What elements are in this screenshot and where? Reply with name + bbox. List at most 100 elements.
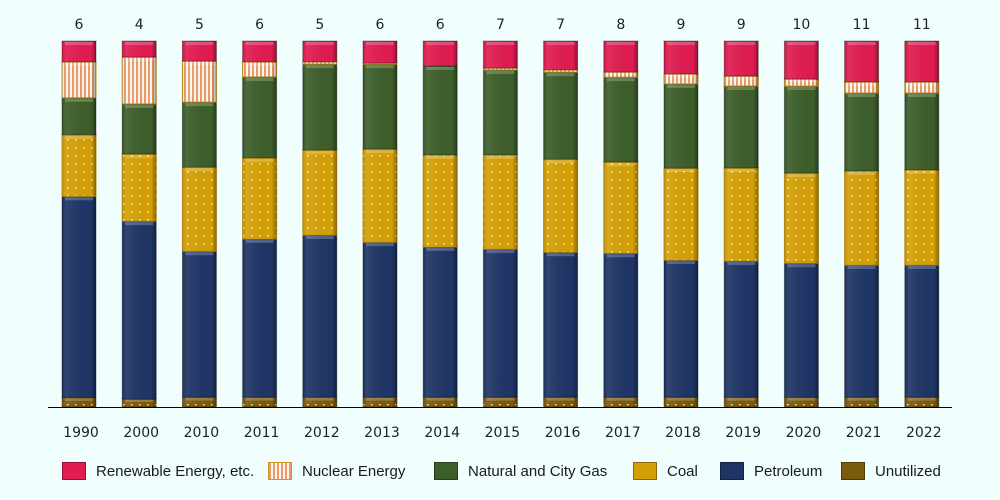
bar-segment-petroleum-2016	[543, 251, 579, 398]
top-labels-group: 6 4 5 6 5 6 6 7 7 8 9 9 10 11 11	[75, 17, 931, 33]
bar-segment-coal-2021	[844, 170, 880, 266]
bar-segment-renewable-energy-etc-2012	[302, 40, 338, 63]
legend: Renewable Energy, etc. Nuclear Energy Na…	[0, 456, 1000, 492]
bar-segment-natural-and-city-gas-2020	[783, 85, 819, 174]
x-tick-label-2013: 2013	[364, 425, 400, 441]
bar-segment-coal-2020	[783, 172, 819, 264]
bar-segment-coal-2017	[603, 161, 639, 254]
bar-segment-nuclear-energy-2000	[121, 56, 157, 105]
x-tick-label-2016: 2016	[545, 425, 581, 441]
bar-segment-natural-and-city-gas-2012	[302, 63, 338, 151]
x-tick-label-2018: 2018	[665, 425, 701, 441]
bar-segment-coal-2019	[723, 167, 759, 262]
bars-group	[61, 40, 940, 408]
bar-segment-renewable-energy-etc-2016	[543, 40, 579, 71]
bar-segment-unutilized-2019	[723, 396, 759, 408]
bar-segment-natural-and-city-gas-2011	[242, 76, 278, 159]
legend-label: Petroleum	[754, 462, 823, 480]
bar-segment-petroleum-2017	[603, 252, 639, 398]
legend-label: Natural and City Gas	[468, 462, 608, 480]
bar-segment-nuclear-energy-2010	[181, 60, 217, 103]
top-label-2021: 11	[853, 17, 871, 33]
x-tick-label-2011: 2011	[244, 425, 280, 441]
bar-segment-coal-2016	[543, 158, 579, 253]
bar-segment-renewable-energy-etc-2021	[844, 40, 880, 83]
bar-segment-renewable-energy-etc-2022	[904, 40, 940, 83]
bar-segment-natural-and-city-gas-2017	[603, 76, 639, 163]
legend-item-nuclear: Nuclear Energy	[268, 462, 405, 480]
legend-item-gas: Natural and City Gas	[434, 462, 607, 480]
top-label-2017: 8	[616, 17, 625, 33]
bar-segment-renewable-energy-etc-2011	[242, 40, 278, 63]
bar-segment-petroleum-2011	[242, 238, 278, 398]
x-tick-label-1990: 1990	[63, 425, 99, 441]
x-tick-label-2015: 2015	[485, 425, 521, 441]
unutilized-swatch-icon	[841, 462, 865, 480]
bar-segment-natural-and-city-gas-2021	[844, 92, 880, 172]
bar-segment-unutilized-1990	[61, 397, 97, 408]
bar-segment-unutilized-2013	[362, 396, 398, 408]
top-label-2018: 9	[677, 17, 686, 33]
bar-segment-renewable-energy-etc-2000	[121, 40, 157, 58]
legend-item-coal: Coal	[633, 462, 698, 480]
top-label-2011: 6	[255, 17, 264, 33]
bar-segment-unutilized-2000	[121, 398, 157, 408]
top-label-2014: 6	[436, 17, 445, 33]
bar-segment-petroleum-2022	[904, 264, 940, 398]
bar-segment-coal-2018	[663, 167, 699, 261]
legend-label: Renewable Energy, etc.	[96, 462, 255, 480]
bar-segment-unutilized-2020	[783, 396, 819, 408]
top-label-2015: 7	[496, 17, 505, 33]
bar-segment-unutilized-2021	[844, 396, 880, 408]
bar-segment-natural-and-city-gas-2013	[362, 63, 398, 150]
bar-segment-unutilized-2015	[482, 396, 518, 408]
bar-segment-renewable-energy-etc-2017	[603, 40, 639, 73]
legend-label: Nuclear Energy	[302, 462, 406, 480]
bar-segment-natural-and-city-gas-2015	[482, 69, 518, 156]
x-tick-label-2019: 2019	[725, 425, 761, 441]
x-tick-label-2014: 2014	[424, 425, 460, 441]
x-tick-label-2017: 2017	[605, 425, 641, 441]
bar-segment-coal-2011	[242, 157, 278, 240]
bar-segment-coal-2013	[362, 148, 398, 243]
bar-segment-nuclear-energy-2011	[242, 61, 278, 78]
bar-segment-natural-and-city-gas-2016	[543, 71, 579, 160]
x-tick-label-2020: 2020	[786, 425, 822, 441]
top-label-2020: 10	[792, 17, 810, 33]
bar-segment-unutilized-2016	[543, 396, 579, 408]
top-label-2010: 5	[195, 17, 204, 33]
x-tick-label-2021: 2021	[846, 425, 882, 441]
bar-segment-petroleum-2013	[362, 241, 398, 398]
bar-segment-natural-and-city-gas-1990	[61, 97, 97, 136]
legend-item-petroleum: Petroleum	[720, 462, 822, 480]
bar-segment-natural-and-city-gas-2010	[181, 101, 217, 168]
bar-segment-petroleum-2021	[844, 264, 880, 398]
top-label-2016: 7	[556, 17, 565, 33]
bar-segment-unutilized-2010	[181, 396, 217, 408]
bar-segment-nuclear-energy-2017	[603, 71, 639, 78]
bar-segment-natural-and-city-gas-2019	[723, 85, 759, 169]
bar-segment-renewable-energy-etc-2019	[723, 40, 759, 77]
coal-swatch-icon	[633, 462, 657, 480]
bar-segment-natural-and-city-gas-2018	[663, 83, 699, 169]
top-label-2000: 4	[135, 17, 144, 33]
bar-segment-nuclear-energy-2021	[844, 81, 880, 94]
bar-segment-petroleum-2019	[723, 260, 759, 398]
bar-segment-petroleum-2018	[663, 259, 699, 398]
x-tick-label-2012: 2012	[304, 425, 340, 441]
bar-segment-unutilized-2014	[422, 396, 458, 408]
bar-segment-nuclear-energy-2018	[663, 73, 699, 85]
x-tick-labels-group: 1990 2000 2010 2011 2012 2013 2014 2015 2016 2017…	[63, 425, 941, 441]
top-label-2022: 11	[913, 17, 931, 33]
top-label-2012: 5	[315, 17, 324, 33]
bar-segment-coal-2010	[181, 166, 217, 252]
nuclear-swatch-icon	[268, 462, 292, 480]
bar-segment-nuclear-energy-1990	[61, 61, 97, 99]
bar-segment-coal-2015	[482, 154, 518, 250]
bar-segment-petroleum-2010	[181, 250, 217, 398]
renewable-swatch-icon	[62, 462, 86, 480]
bar-segment-coal-2000	[121, 153, 157, 222]
bar-segment-petroleum-2012	[302, 234, 338, 398]
bar-segment-unutilized-2022	[904, 396, 940, 408]
